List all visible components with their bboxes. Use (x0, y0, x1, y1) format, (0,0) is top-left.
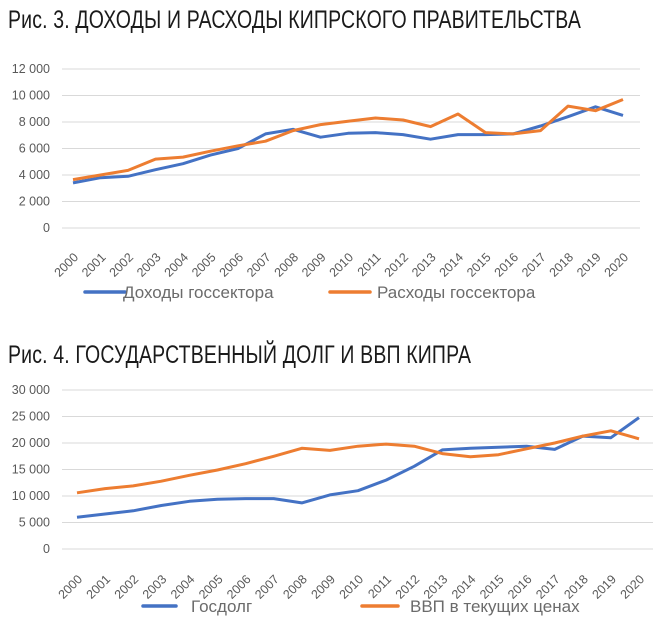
series-line-1 (76, 416, 640, 519)
x-tick-label: 2000 (56, 572, 86, 602)
chart-1-title: Рис. 3. ДОХОДЫ И РАСХОДЫ КИПРСКОГО ПРАВИ… (8, 6, 581, 34)
y-tick-label: 25 000 (12, 410, 50, 424)
y-tick-label: 2 000 (19, 195, 50, 209)
y-tick-label: 10 000 (12, 489, 50, 503)
chart-2-title: Рис. 4. ГОСУДАРСТВЕННЫЙ ДОЛГ И ВВП КИПРА (8, 341, 472, 369)
x-tick-label: 2019 (589, 572, 619, 602)
series-line-2 (76, 429, 640, 495)
y-tick-label: 6 000 (19, 142, 50, 156)
legend-label: Доходы госсектора (123, 283, 274, 302)
x-tick-label: 2009 (308, 572, 338, 602)
x-tick-label: 2002 (112, 572, 142, 602)
x-tick-label: 2007 (252, 572, 282, 602)
x-tick-label: 2010 (337, 572, 367, 602)
y-tick-label: 5 000 (19, 516, 50, 530)
y-tick-label: 15 000 (12, 463, 50, 477)
y-tick-label: 0 (43, 542, 50, 556)
y-tick-label: 12 000 (12, 62, 50, 76)
legend-label: ВВП в текущих ценах (410, 597, 580, 616)
y-tick-label: 0 (43, 221, 50, 235)
x-tick-label: 2020 (618, 572, 648, 602)
y-tick-label: 30 000 (12, 383, 50, 397)
y-tick-label: 20 000 (12, 436, 50, 450)
x-tick-label: 2003 (140, 572, 170, 602)
y-tick-label: 10 000 (12, 89, 50, 103)
y-tick-label: 4 000 (19, 168, 50, 182)
x-tick-label: 2001 (84, 572, 114, 602)
legend-label: Расходы госсектора (377, 283, 536, 302)
legend-label: Госдолг (191, 597, 252, 616)
x-tick-label: 2008 (280, 572, 310, 602)
y-tick-label: 8 000 (19, 115, 50, 129)
x-tick-label: 2011 (365, 572, 394, 601)
